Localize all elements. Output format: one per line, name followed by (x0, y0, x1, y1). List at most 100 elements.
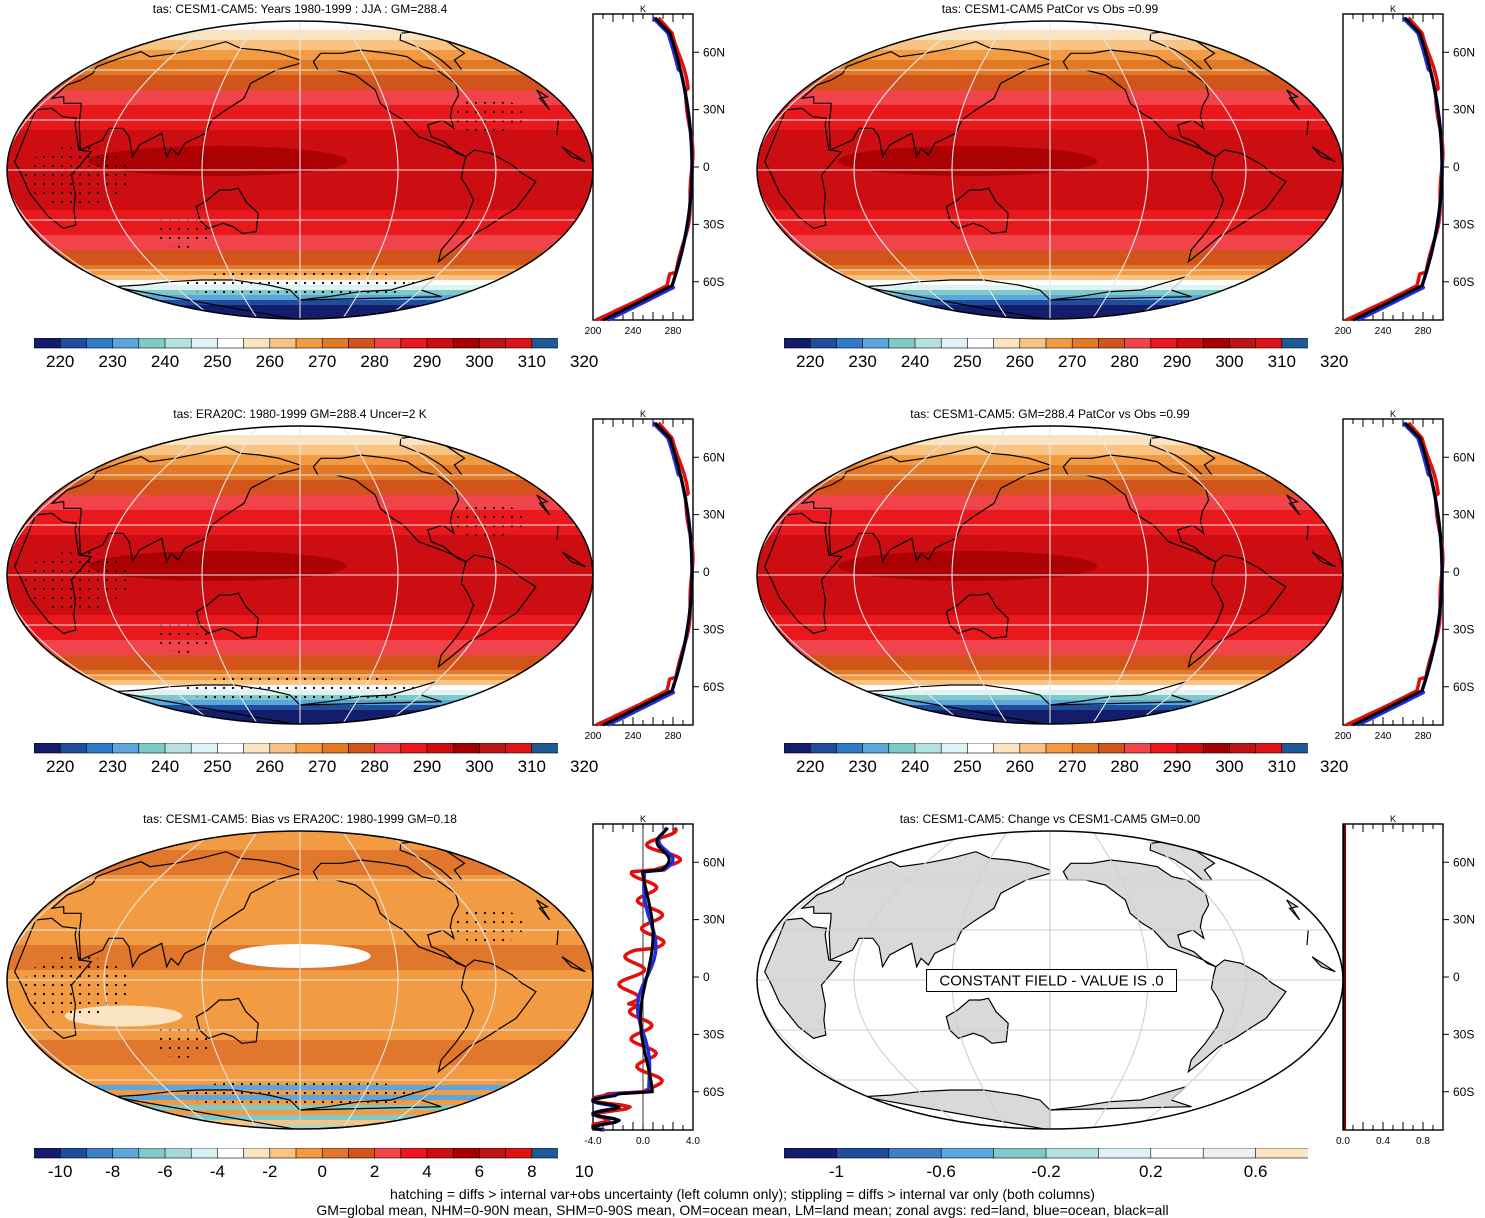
lat-tick-label: 0 (1453, 970, 1460, 984)
colorbar-tick-label: 270 (308, 757, 337, 776)
colorbar-swatch (269, 742, 297, 754)
colorbar-swatch (295, 1147, 323, 1159)
colorbar-tick-label: 300 (1215, 352, 1244, 371)
colorbar-swatch (1176, 337, 1204, 349)
colorbar-tick-label: 290 (412, 757, 442, 776)
colorbar (783, 1147, 1309, 1159)
svg-text:CONSTANT FIELD - VALUE IS .0: CONSTANT FIELD - VALUE IS .0 (939, 973, 1163, 990)
colorbar-tick-label: 240 (150, 757, 180, 776)
colorbar-swatch (1150, 337, 1178, 349)
panel-title: tas: CESM1-CAM5 PatCor vs Obs =0.99 (941, 2, 1159, 16)
colorbar-swatch (243, 337, 271, 349)
colorbar-swatch (374, 742, 402, 754)
zonal-x-tick-label: 280 (665, 326, 682, 337)
coastline-samerica (1187, 149, 1287, 264)
colorbar-tick-label: 250 (203, 352, 232, 371)
zonal-svg: K 60N 30N 0 30S 60S 200 240 280 (585, 409, 725, 742)
colorbar-swatch (1071, 337, 1100, 349)
colorbar-swatch (217, 1147, 245, 1159)
colorbar-tick-label: 260 (255, 352, 284, 371)
zonal-x-tick-label: 200 (1335, 326, 1352, 337)
colorbar-swatch (1255, 1147, 1309, 1159)
colorbar-tick-label: 240 (150, 352, 180, 371)
colorbar-swatch (138, 1147, 166, 1159)
zonal-mean-plot: K 60N 30N 0 30S 60S 200 240 280 (585, 4, 743, 347)
colorbar-swatch (374, 337, 402, 349)
colorbar-swatch (967, 742, 995, 754)
colorbar-swatch (86, 742, 114, 754)
lat-tick-label: 30N (1453, 103, 1475, 117)
colorbar-swatch (164, 1147, 192, 1159)
colorbar-swatch (400, 1147, 428, 1159)
coastline-antarctica (1049, 681, 1192, 706)
colorbar-swatch (531, 1147, 559, 1159)
colorbar-swatch (86, 1147, 114, 1159)
colorbar-swatch (348, 1147, 376, 1159)
coastline-namerica (312, 49, 467, 158)
colorbar (783, 337, 1309, 349)
zonal-x-tick-label: 280 (1415, 731, 1432, 742)
colorbar-swatch (967, 337, 995, 349)
zonal-x-tick-label: 0.0 (636, 1136, 650, 1147)
zonal-svg: K 60N 30N 0 30S 60S 200 240 280 (1335, 4, 1475, 337)
colorbar-swatch (400, 742, 428, 754)
zonal-svg: K 60N 30N 0 30S 60S 200 240 280 (1335, 409, 1475, 742)
colorbar-tick-label: 220 (796, 352, 825, 371)
zonal-line-all (602, 16, 694, 322)
map-panel (756, 425, 1344, 730)
zonal-mean-plot: K 60N 30N 0 30S 60S 200 240 280 (1335, 409, 1485, 752)
colorbar-swatch (269, 337, 297, 349)
zonal-unit-label: K (640, 4, 646, 14)
colorbar-swatch (321, 337, 350, 349)
colorbar-swatch (348, 742, 376, 754)
zonal-x-tick-label: 280 (1415, 326, 1432, 337)
coastline-namerica (312, 454, 467, 563)
colorbar-swatch (505, 337, 533, 349)
colorbar-swatch (1150, 742, 1178, 754)
constant-field-label: CONSTANT FIELD - VALUE IS .0 (926, 969, 1178, 992)
colorbar-swatch (348, 337, 376, 349)
lat-tick-label: 60N (1453, 855, 1475, 869)
colorbar-swatch (914, 337, 942, 349)
colorbar-tick-label: 320 (1320, 757, 1349, 776)
zonal-line-all (1352, 16, 1444, 322)
map-svg (6, 830, 594, 1130)
colorbar-swatch (164, 742, 192, 754)
coastline-namerica (1062, 49, 1217, 158)
zonal-mean-plot: K 60N 30N 0 30S 60S 200 240 280 (1335, 4, 1485, 347)
colorbar-tick-label: 270 (308, 352, 337, 371)
colorbar-tick-label: 250 (203, 757, 232, 776)
colorbar-tick-label: 2 (369, 1162, 380, 1181)
zonal-svg: K 60N 30N 0 30S 60S 200 240 280 (585, 4, 725, 337)
zonal-x-tick-label: 4.0 (686, 1136, 700, 1147)
colorbar-tick-label: 280 (1110, 352, 1139, 371)
coastline-africa (1311, 956, 1336, 973)
colorbar-swatch (33, 337, 61, 349)
coastline-samerica (437, 959, 537, 1074)
colorbar-tick-label: 320 (570, 352, 599, 371)
colorbar-swatch (1019, 742, 1047, 754)
colorbar-swatch (164, 337, 192, 349)
map-panel (756, 20, 1344, 325)
colorbar-swatch (1071, 742, 1100, 754)
colorbar-swatch (138, 742, 166, 754)
colorbar-swatch (1150, 1147, 1204, 1159)
colorbar-swatch (993, 1147, 1047, 1159)
lat-tick-label: 30S (703, 1027, 724, 1041)
colorbar-tick-label: -4 (209, 1162, 225, 1181)
colorbar-swatch (217, 337, 245, 349)
colorbar-swatch (138, 337, 166, 349)
lat-tick-label: 60S (703, 1085, 724, 1099)
lat-tick-label: 60S (703, 275, 724, 289)
colorbar-tick-label: 0.6 (1243, 1162, 1268, 1181)
colorbar-tick-label: 240 (900, 352, 930, 371)
coastline-samerica (1187, 554, 1287, 669)
zonal-unit-label: K (640, 814, 646, 824)
zonal-svg: K 60N 30N 0 30S 60S 0.0 0.4 0.8 (1336, 814, 1475, 1147)
panel-title: tas: ERA20C: 1980-1999 GM=288.4 Uncer=2 … (173, 407, 427, 421)
lat-tick-label: 30N (1453, 913, 1475, 927)
colorbar-swatch (940, 337, 968, 349)
colorbar-container (783, 337, 1309, 357)
coastline-eurasia (1286, 89, 1301, 111)
colorbar (783, 742, 1309, 754)
